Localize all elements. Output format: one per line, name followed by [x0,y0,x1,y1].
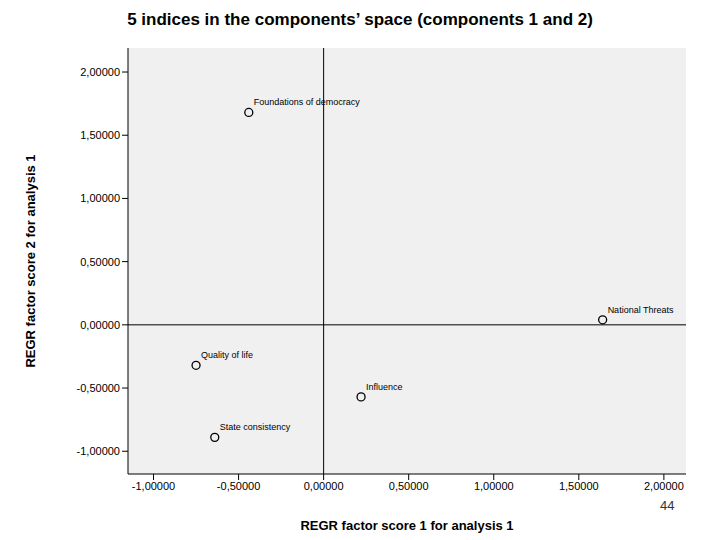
svg-text:-0,50000: -0,50000 [217,480,260,492]
svg-text:REGR factor score 1 for analys: REGR factor score 1 for analysis 1 [300,518,513,533]
svg-text:Quality of life: Quality of life [201,350,253,360]
svg-text:0,50000: 0,50000 [389,480,429,492]
svg-text:1,50000: 1,50000 [559,480,599,492]
svg-text:0,00000: 0,00000 [304,480,344,492]
svg-text:State consistency: State consistency [220,422,291,432]
svg-text:Influence: Influence [366,382,403,392]
svg-text:0,00000: 0,00000 [80,319,120,331]
svg-text:1,00000: 1,00000 [80,192,120,204]
html-text:5 indices in the components’ s: 5 indices in the components’ space (comp… [127,10,593,29]
svg-text:-1,00000: -1,00000 [132,480,175,492]
svg-text:1,00000: 1,00000 [474,480,514,492]
svg-text:-0,50000: -0,50000 [77,382,120,394]
svg-text:2,00000: 2,00000 [644,480,684,492]
svg-text:1,50000: 1,50000 [80,129,120,141]
svg-text:REGR factor score 2 for analys: REGR factor score 2 for analysis 1 [23,154,38,367]
html-text:44: 44 [660,498,675,513]
svg-text:2,00000: 2,00000 [80,66,120,78]
svg-text:-1,00000: -1,00000 [77,445,120,457]
svg-text:Foundations of democracy: Foundations of democracy [254,97,361,107]
svg-text:0,50000: 0,50000 [80,256,120,268]
svg-text:National Threats: National Threats [608,305,674,315]
